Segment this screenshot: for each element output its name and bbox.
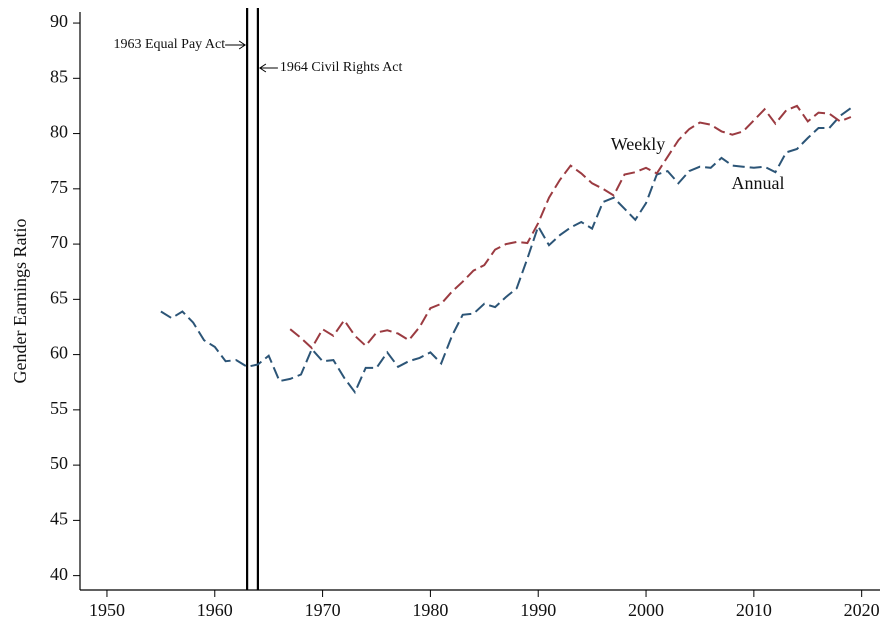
x-tick-label: 2010 <box>736 600 772 620</box>
y-tick-label: 70 <box>50 232 68 252</box>
x-tick-label: 2000 <box>628 600 664 620</box>
series-label: Weekly <box>611 134 666 154</box>
y-tick-label: 50 <box>50 453 68 473</box>
x-tick-label: 1960 <box>197 600 233 620</box>
x-tick-label: 2020 <box>844 600 880 620</box>
y-tick-label: 65 <box>50 287 68 307</box>
y-tick-label: 85 <box>50 66 68 86</box>
y-tick-label: 80 <box>50 122 68 142</box>
y-tick-label: 45 <box>50 508 68 528</box>
x-tick-label: 1990 <box>520 600 556 620</box>
x-tick-label: 1970 <box>305 600 341 620</box>
y-tick-label: 60 <box>50 343 68 363</box>
annotation: 1963 Equal Pay Act <box>114 37 226 52</box>
arrow-head <box>238 40 247 50</box>
series-label: Annual <box>732 173 785 193</box>
x-tick-label: 1950 <box>89 600 125 620</box>
y-axis-label: Gender Earnings Ratio <box>10 219 30 384</box>
y-tick-label: 90 <box>50 11 68 31</box>
annotation: 1964 Civil Rights Act <box>280 60 403 75</box>
series-line <box>160 107 852 395</box>
arrow-head <box>258 63 267 73</box>
series-line <box>289 104 852 350</box>
y-tick-label: 75 <box>50 177 68 197</box>
x-tick-label: 1980 <box>412 600 448 620</box>
y-tick-label: 55 <box>50 398 68 418</box>
y-tick-label: 40 <box>50 564 68 584</box>
